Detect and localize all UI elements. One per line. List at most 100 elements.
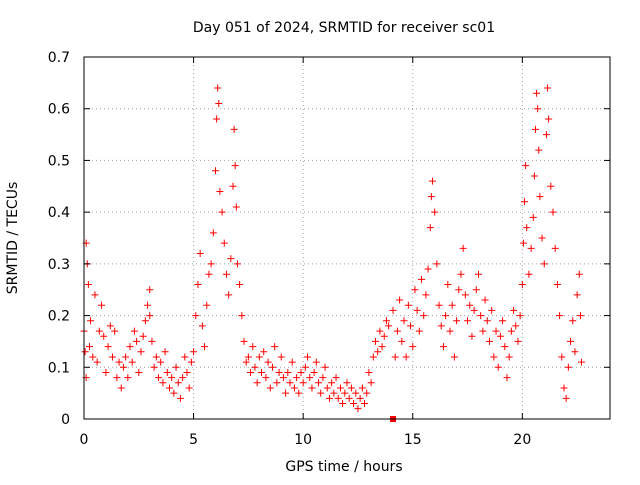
data-point [431,208,439,216]
data-point [352,389,360,397]
data-point [89,353,97,361]
data-point [273,379,281,387]
data-point [249,343,257,351]
data-point [453,317,461,325]
data-point [459,244,467,252]
data-point [345,394,353,402]
data-point [192,312,200,320]
data-point [575,270,583,278]
data-point [85,343,93,351]
data-point [391,353,399,361]
data-point [317,389,325,397]
data-point [227,255,235,263]
data-point [341,389,349,397]
y-tick-label: 0.2 [48,309,70,325]
data-point [472,286,480,294]
data-point [108,353,116,361]
data-point [212,167,219,175]
data-point [218,208,226,216]
data-point [225,291,233,299]
data-point [286,379,294,387]
data-point [564,363,572,371]
data-point [95,327,103,335]
data-point [420,312,428,320]
data-point [404,301,412,309]
data-point [415,327,423,335]
data-point [258,368,266,376]
x-tick-label: 10 [294,432,312,448]
data-point [499,317,507,325]
data-point [288,358,296,366]
data-point [371,337,379,345]
data-point [505,353,513,361]
data-point [308,384,316,392]
data-point [549,208,557,216]
data-point [490,353,498,361]
data-point [330,389,338,397]
data-point [527,244,535,252]
data-point [433,260,441,268]
data-point [87,317,95,325]
data-points [80,84,586,422]
data-point [400,317,408,325]
data-point [422,291,430,299]
data-point [350,399,358,407]
data-point [496,332,504,340]
data-point [428,177,436,185]
data-point [560,384,568,392]
data-point [516,312,524,320]
data-point [437,322,445,330]
data-point [501,343,509,351]
data-point [439,343,447,351]
data-point [253,379,261,387]
data-point [409,343,417,351]
data-point [271,343,279,351]
data-point [315,379,323,387]
data-point [545,115,553,123]
data-point [260,348,268,356]
data-point [181,353,189,361]
data-point [139,332,147,340]
data-point [446,327,454,335]
data-point [389,306,397,314]
data-point [190,348,198,356]
data-point [183,368,191,376]
data-point [411,286,419,294]
data-point [569,317,577,325]
data-point [209,229,217,237]
data-point [128,358,136,366]
data-point [133,337,141,345]
data-point [236,281,244,289]
data-point [159,379,167,387]
data-point [354,405,362,413]
data-point [481,296,489,304]
data-point [334,394,342,402]
data-point [198,322,206,330]
data-point [233,260,241,268]
data-point [91,291,99,299]
data-point [106,322,114,330]
data-point [84,281,92,289]
data-point [100,332,108,340]
data-point [529,213,537,221]
data-point [507,327,515,335]
data-point [268,363,276,371]
y-tick-label: 0.6 [48,102,70,118]
data-point [538,234,546,242]
data-point [510,306,518,314]
data-point [376,327,384,335]
data-point [573,291,581,299]
data-point [284,368,292,376]
data-point [141,317,149,325]
data-point [477,312,485,320]
y-tick-label: 0.1 [48,360,70,376]
data-point [148,337,156,345]
data-point [547,182,555,190]
data-point [533,89,541,97]
x-tick-label: 5 [189,432,198,448]
data-point [503,374,511,382]
data-point [328,379,336,387]
data-point [293,374,301,382]
